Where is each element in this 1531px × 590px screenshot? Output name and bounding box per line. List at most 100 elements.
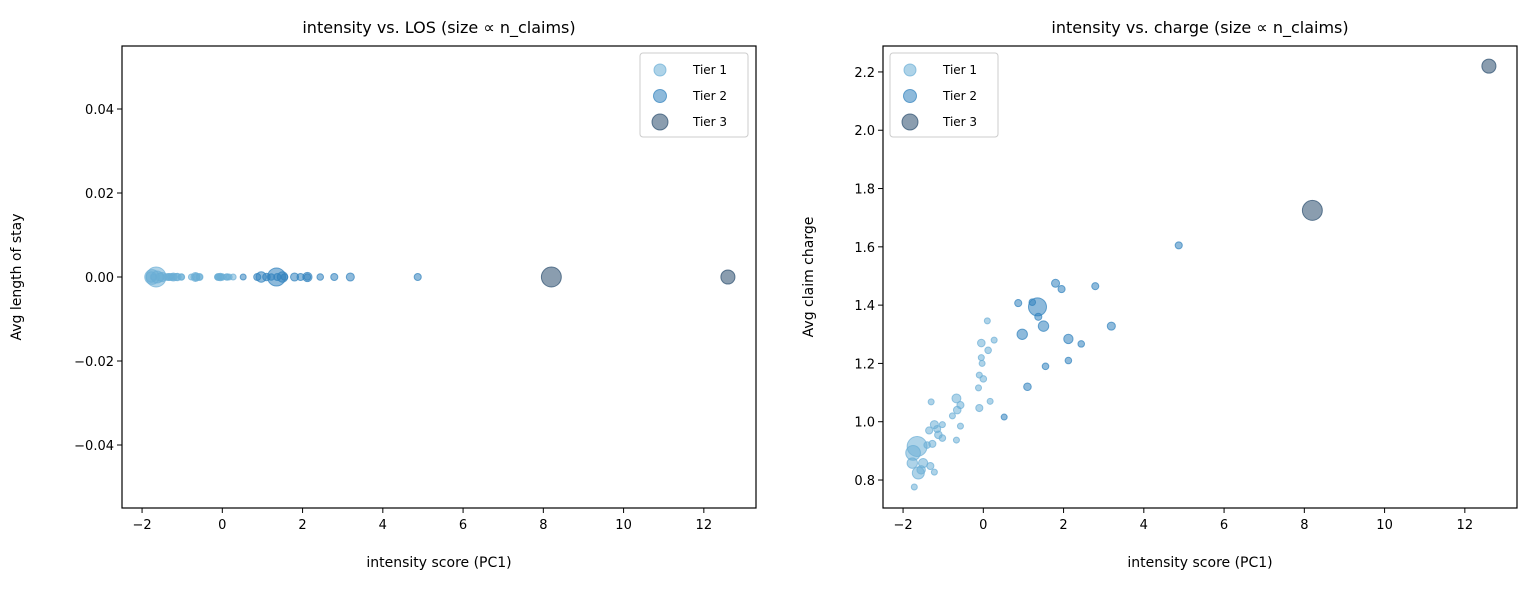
data-point-tier-2 <box>316 273 325 281</box>
data-point-tier-1 <box>975 403 984 413</box>
data-point-tier-1 <box>906 457 918 469</box>
data-point-tier-1 <box>225 273 233 281</box>
legend-label: Tier 3 <box>692 115 727 129</box>
legend-marker-tier-3 <box>651 113 669 131</box>
legend-marker-tier-1 <box>903 63 917 77</box>
data-point-tier-2 <box>1016 328 1028 340</box>
data-point-tier-1 <box>214 272 223 282</box>
y-tick-label: −0.04 <box>74 439 114 454</box>
y-tick-label: 0.8 <box>854 474 875 489</box>
x-tick-label: 10 <box>615 518 632 533</box>
data-point-tier-1 <box>956 422 964 430</box>
y-tick-label: −0.02 <box>74 355 114 370</box>
data-point-tier-1 <box>916 465 926 475</box>
legend-marker-tier-2 <box>653 89 667 103</box>
data-point-tier-1 <box>978 359 986 367</box>
y-tick-label: 2.0 <box>854 124 875 139</box>
x-tick-label: 6 <box>1220 518 1228 533</box>
x-tick-label: 2 <box>1059 518 1067 533</box>
y-tick-label: 1.6 <box>854 241 875 256</box>
data-point-tier-3 <box>1301 199 1323 221</box>
data-point-tier-2 <box>280 273 289 281</box>
y-tick-label: 1.0 <box>854 416 875 431</box>
legend-label: Tier 3 <box>942 115 977 129</box>
chart-title: intensity vs. charge (size ∝ n_claims) <box>1051 18 1348 38</box>
data-point-tier-1 <box>155 272 165 282</box>
scatter-points <box>144 266 736 288</box>
data-point-tier-2 <box>1174 241 1183 250</box>
scatter-points <box>905 58 1497 491</box>
y-tick-label: 0.04 <box>85 103 114 118</box>
data-point-tier-1 <box>938 434 947 442</box>
data-point-tier-1 <box>977 338 986 348</box>
y-axis-label: Avg length of stay <box>9 213 25 340</box>
x-tick-label: 12 <box>696 518 713 533</box>
x-tick-label: 10 <box>1376 518 1393 533</box>
legend-marker-tier-1 <box>653 63 667 77</box>
data-point-tier-2 <box>330 272 339 282</box>
data-point-tier-2 <box>1041 362 1050 371</box>
subplot-2: intensity vs. charge (size ∝ n_claims) −2… <box>801 18 1518 571</box>
data-point-tier-1 <box>925 426 934 435</box>
y-tick-label: 0.00 <box>85 271 114 286</box>
data-point-tier-1 <box>933 424 942 434</box>
data-point-tier-2 <box>262 272 271 282</box>
y-tick-label: 1.2 <box>854 357 875 372</box>
data-point-tier-2 <box>345 272 355 282</box>
data-point-tier-2 <box>1023 382 1032 392</box>
data-point-tier-2 <box>1077 340 1086 348</box>
x-tick-label: 2 <box>298 518 306 533</box>
data-point-tier-1 <box>926 461 935 471</box>
legend-marker-tier-3 <box>901 113 919 131</box>
data-point-tier-1 <box>984 346 992 355</box>
data-point-tier-1 <box>977 354 985 362</box>
data-point-tier-2 <box>303 273 312 281</box>
data-point-tier-1 <box>990 336 998 344</box>
y-tick-label: 2.2 <box>854 66 875 81</box>
data-point-tier-1 <box>191 273 199 281</box>
data-point-tier-2 <box>1037 320 1050 332</box>
data-point-tier-2 <box>1106 321 1116 331</box>
y-tick-label: 1.8 <box>854 183 875 198</box>
x-tick-label: 0 <box>979 518 987 533</box>
data-point-tier-2 <box>239 273 247 281</box>
data-point-tier-1 <box>979 375 988 383</box>
data-point-tier-1 <box>927 398 935 406</box>
x-tick-label: 8 <box>539 518 547 533</box>
data-point-tier-2 <box>1034 312 1043 321</box>
x-axis-label: intensity score (PC1) <box>366 555 511 571</box>
data-point-tier-1 <box>986 397 994 405</box>
y-tick-label: 1.4 <box>854 299 875 314</box>
data-point-tier-1 <box>952 436 960 444</box>
data-point-tier-2 <box>413 272 422 282</box>
legend-box <box>889 52 999 138</box>
data-point-tier-1 <box>923 441 931 449</box>
chart-title: intensity vs. LOS (size ∝ n_claims) <box>302 18 575 38</box>
data-point-tier-1 <box>172 272 181 282</box>
data-point-tier-2 <box>1091 282 1100 291</box>
data-point-tier-2 <box>1057 285 1066 294</box>
data-point-tier-1 <box>948 412 956 420</box>
data-point-tier-3 <box>540 266 562 288</box>
data-point-tier-1 <box>974 384 983 392</box>
data-point-tier-1 <box>938 421 946 429</box>
data-point-tier-1 <box>951 393 962 404</box>
data-point-tier-2 <box>1051 278 1061 288</box>
legend-label: Tier 2 <box>692 89 727 103</box>
x-axis-label: intensity score (PC1) <box>1127 555 1272 571</box>
data-point-tier-2 <box>1000 413 1008 421</box>
x-tick-label: 6 <box>459 518 467 533</box>
legend-box <box>639 52 749 138</box>
x-tick-label: 0 <box>218 518 226 533</box>
legend-label: Tier 2 <box>942 89 977 103</box>
x-tick-label: −2 <box>893 518 912 533</box>
data-point-tier-3 <box>720 269 736 285</box>
data-point-tier-2 <box>1063 333 1074 345</box>
data-point-tier-1 <box>910 483 918 491</box>
legend-label: Tier 1 <box>942 63 977 77</box>
x-tick-label: −2 <box>132 518 151 533</box>
x-tick-label: 8 <box>1300 518 1308 533</box>
subplot-1: intensity vs. LOS (size ∝ n_claims) −2 0 2 4… <box>9 18 757 571</box>
data-point-tier-1 <box>952 405 962 415</box>
